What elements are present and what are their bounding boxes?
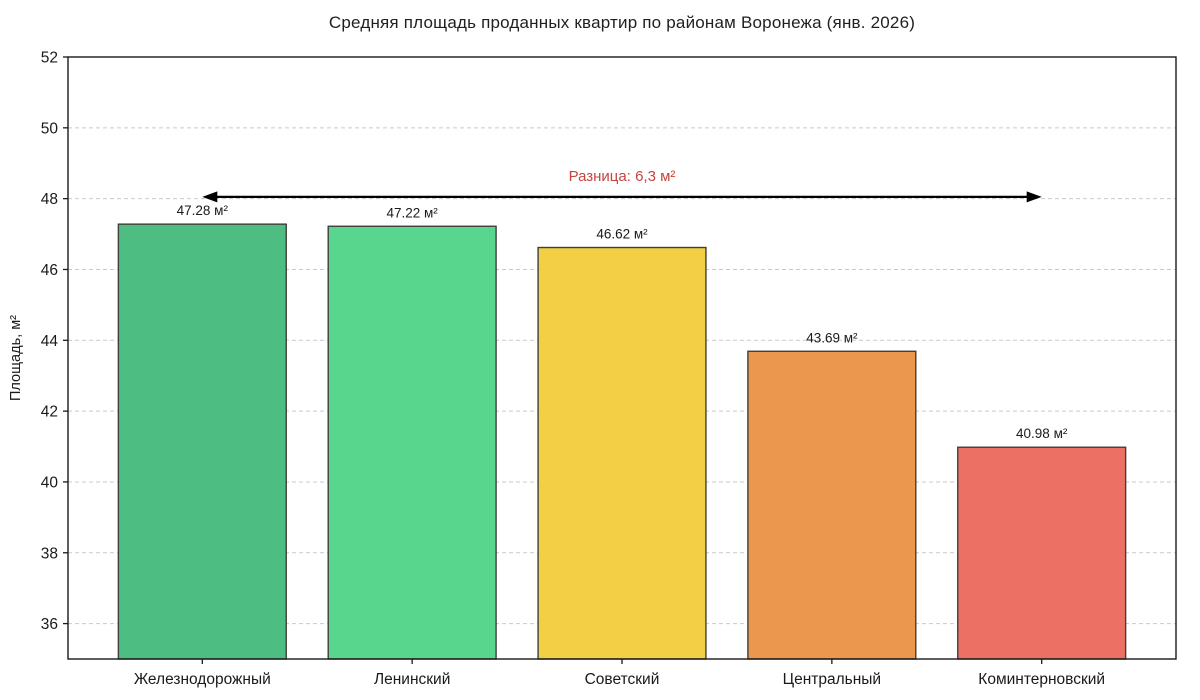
y-tick-label: 48 bbox=[41, 191, 58, 208]
bar-3 bbox=[747, 350, 917, 660]
x-category-label: Советский bbox=[585, 671, 660, 688]
bar-value-label: 40.98 м² bbox=[1016, 426, 1068, 441]
annotation-label: Разница: 6,3 м² bbox=[569, 168, 676, 185]
bar-value-labels-group: 47.28 м² 47.22 м² 46.62 м² 43.69 м² 40.98 м² bbox=[177, 203, 1068, 441]
x-category-label: Ленинский bbox=[374, 671, 450, 688]
y-tick-label: 36 bbox=[41, 616, 58, 633]
annotation-group: Разница: 6,3 м² bbox=[202, 168, 1042, 203]
bar-0 bbox=[117, 223, 287, 660]
bars-group bbox=[117, 223, 1127, 660]
bar-1 bbox=[327, 225, 497, 660]
y-tick-label: 42 bbox=[41, 404, 58, 421]
bar-value-label: 47.28 м² bbox=[177, 203, 229, 218]
x-category-label: Центральный bbox=[783, 671, 881, 688]
annotation-arrowhead-left bbox=[202, 191, 218, 203]
x-category-label: Коминтерновский bbox=[978, 671, 1105, 688]
annotation-arrowhead-right bbox=[1026, 191, 1042, 203]
y-axis-label: Площадь, м² bbox=[8, 315, 24, 401]
x-category-label: Железнодорожный bbox=[134, 671, 271, 688]
y-tick-label: 44 bbox=[41, 333, 59, 350]
bar-2 bbox=[537, 246, 707, 660]
y-tick-label: 38 bbox=[41, 545, 58, 562]
y-tick-label: 40 bbox=[41, 474, 59, 491]
bar-value-label: 47.22 м² bbox=[386, 205, 438, 220]
bar-4 bbox=[957, 446, 1127, 660]
y-tick-label: 50 bbox=[41, 120, 59, 137]
y-tick-label: 46 bbox=[41, 262, 58, 279]
bar-value-label: 46.62 м² bbox=[596, 227, 648, 242]
plot-border bbox=[67, 56, 1177, 660]
chart-title: Средняя площадь проданных квартир по рай… bbox=[328, 13, 916, 32]
y-tick-label: 52 bbox=[41, 50, 58, 67]
y-axis-ticks-group: 36 38 40 42 44 46 48 50 52 bbox=[41, 50, 68, 633]
bar-value-label: 43.69 м² bbox=[806, 330, 858, 345]
x-axis-ticks-group: Железнодорожный Ленинский Советский Централ… bbox=[134, 659, 1105, 688]
